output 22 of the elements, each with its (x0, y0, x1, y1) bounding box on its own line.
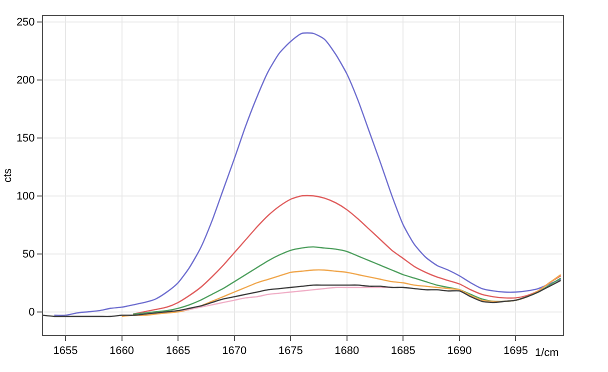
x-tick-label: 1685 (390, 345, 416, 358)
line-series (132, 246, 562, 315)
x-tick-label: 1690 (447, 345, 472, 358)
y-tick-label: 100 (16, 190, 35, 203)
line-series (121, 269, 562, 318)
x-tick-label: 1680 (334, 345, 360, 358)
x-tick-label: 1665 (166, 345, 190, 358)
line-series (54, 32, 562, 316)
x-tick-label: 1675 (278, 345, 303, 358)
x-tick-label: 1670 (222, 345, 247, 358)
line-series (132, 194, 562, 315)
y-axis-title: cts (2, 168, 14, 183)
x-tick-label: 1695 (503, 345, 528, 358)
y-tick-label: 0 (28, 306, 35, 319)
y-tick-label: 200 (16, 74, 35, 87)
y-tick-label: 150 (16, 132, 35, 145)
line-series (43, 280, 562, 318)
x-tick-label: 1655 (53, 345, 78, 358)
y-tick-label: 50 (22, 248, 35, 261)
x-axis-title: 1/cm (535, 347, 559, 359)
y-tick-label: 250 (16, 16, 35, 29)
x-tick-label: 1660 (110, 345, 134, 358)
